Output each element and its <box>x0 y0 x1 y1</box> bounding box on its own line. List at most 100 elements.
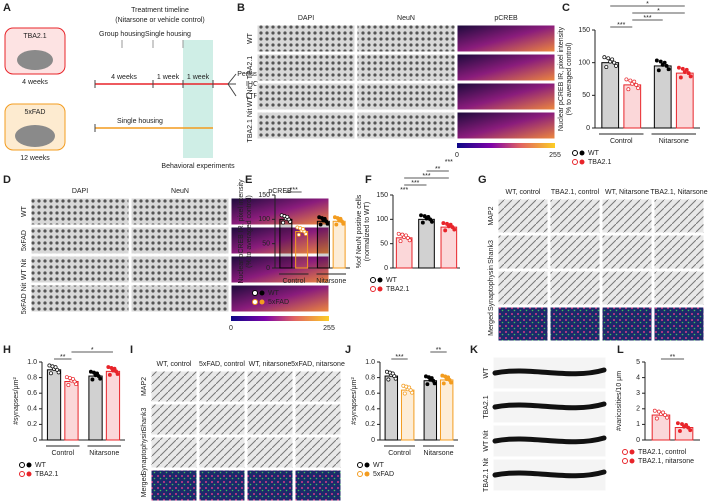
behavior-band <box>183 40 213 158</box>
data-point <box>338 216 343 221</box>
y-tick-label: 100 <box>258 216 270 223</box>
micrograph <box>150 469 198 502</box>
y-tick-label: 0.2 <box>27 421 37 428</box>
legend-label: 5xFAD <box>268 299 289 306</box>
category-label: Nitarsone <box>659 138 689 145</box>
micrograph <box>294 370 342 403</box>
column-header: DAPI <box>72 188 88 195</box>
panel-a-label: Behavioral experiments <box>161 163 235 170</box>
column-header: 5xFAD, control <box>199 361 245 368</box>
colorbar <box>457 143 555 148</box>
column-header: WT, control <box>505 189 540 196</box>
y-tick-label: 0.4 <box>27 406 37 413</box>
y-axis-label: #synapses/μm² <box>351 377 358 425</box>
data-point <box>109 365 114 370</box>
micrograph <box>246 403 294 436</box>
data-point <box>66 383 71 387</box>
data-point <box>112 366 117 371</box>
legend-marker <box>370 286 376 292</box>
legend-label: WT <box>588 150 600 157</box>
data-point <box>398 239 403 244</box>
bar <box>601 62 620 129</box>
legend-marker <box>252 299 258 305</box>
colorbar-label: 255 <box>549 152 561 159</box>
panel-letter: G <box>478 174 487 186</box>
data-point <box>322 216 327 221</box>
panel-a-label: 1 week <box>187 74 210 81</box>
legend-label: 5xFAD <box>373 471 394 478</box>
micrograph <box>497 270 549 306</box>
legend-marker <box>19 471 25 477</box>
micrograph <box>601 198 653 234</box>
legend-marker <box>377 286 383 292</box>
bar <box>105 370 121 441</box>
micrograph <box>150 436 198 469</box>
y-axis-label: %of NeuN positive cells <box>356 194 363 268</box>
data-point <box>407 385 412 390</box>
panel-a <box>4 27 237 158</box>
data-point <box>676 65 681 70</box>
data-point <box>602 55 607 60</box>
y-tick-label: 50 <box>582 92 590 99</box>
bar <box>332 220 346 269</box>
panel-a-label: 5xFAD <box>24 109 45 116</box>
y-tick-label: 0 <box>266 265 270 272</box>
micrograph <box>130 197 230 226</box>
data-point <box>107 372 112 377</box>
micrograph <box>246 436 294 469</box>
column-header: WT, Nitarsone <box>605 189 649 196</box>
data-point <box>95 371 100 376</box>
legend-marker <box>259 290 265 296</box>
legend-label: WT <box>373 462 385 469</box>
significance-label: * <box>657 8 660 15</box>
row-label: Synaptophysin <box>488 265 495 311</box>
row-label: TBA2.1 <box>483 395 490 418</box>
data-point <box>446 375 451 380</box>
dendrite <box>492 435 607 445</box>
category-label: Nitarsone <box>424 450 454 457</box>
panel-a-label: Single housing <box>117 118 163 125</box>
micrograph <box>549 234 601 270</box>
data-point <box>661 410 665 415</box>
data-point <box>404 233 408 238</box>
data-point <box>445 221 449 226</box>
dendrite <box>492 367 607 377</box>
y-tick-label: 150 <box>578 27 590 34</box>
y-tick-label: 0.6 <box>27 390 37 397</box>
dendrite <box>492 469 607 479</box>
column-header: 5xFAD, nitarsone <box>291 361 345 368</box>
micrograph <box>150 403 198 436</box>
y-tick-label: 0 <box>384 265 388 272</box>
panel-a-label: IHC <box>246 81 258 88</box>
significance-label: *** <box>617 22 625 29</box>
panel-letter: J <box>345 344 351 356</box>
significance-label: *** <box>400 187 408 194</box>
category-label: Control <box>282 278 305 285</box>
data-point <box>664 63 669 68</box>
micrograph <box>549 198 601 234</box>
micrograph <box>130 255 230 284</box>
bar <box>46 369 62 441</box>
significance-label: *** <box>422 173 430 180</box>
micrograph <box>356 53 456 82</box>
data-point <box>334 222 339 227</box>
row-label: MAP2 <box>488 206 495 225</box>
data-point <box>48 371 53 376</box>
data-point <box>402 391 407 396</box>
legend-marker <box>622 449 628 455</box>
legend-marker <box>259 299 265 305</box>
panel-a-label: Single housing <box>145 31 191 38</box>
y-tick-label: 150 <box>258 192 270 199</box>
micrograph <box>30 255 130 284</box>
y-tick-label: 0.8 <box>27 374 37 381</box>
data-point <box>654 58 659 63</box>
column-header: WT, control <box>156 361 191 368</box>
micrograph <box>198 370 246 403</box>
row-label: Merged <box>141 474 148 498</box>
legend-label: TBA2.1, nitarsone <box>638 458 694 465</box>
micrograph <box>256 82 356 111</box>
panel-a-label: (Nitarsone or vehicle control) <box>115 17 204 24</box>
y-tick-label: 150 <box>376 192 388 199</box>
y-axis-label: Nuclear pCREB IR, pixel intensity <box>238 179 245 284</box>
micrograph <box>246 370 294 403</box>
